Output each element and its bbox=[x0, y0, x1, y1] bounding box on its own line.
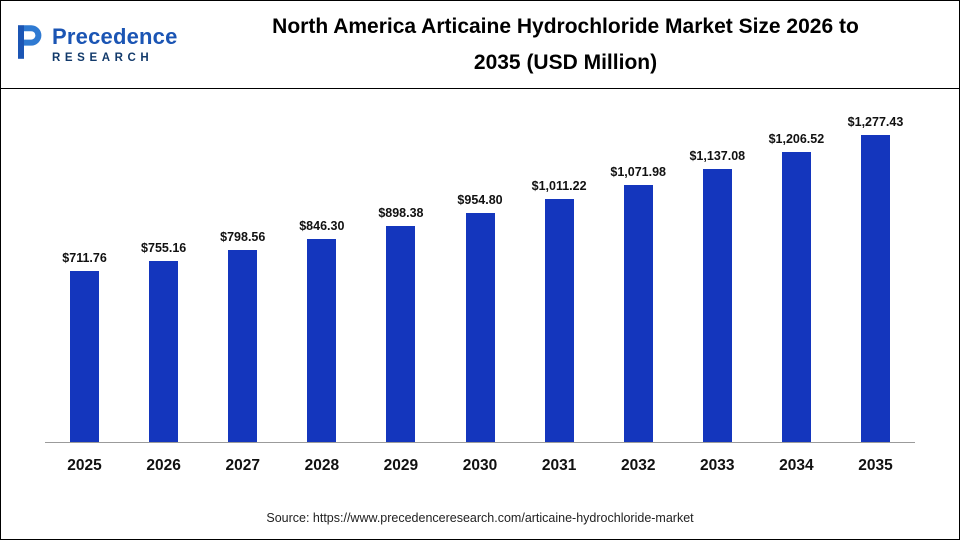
bar-value-label: $1,071.98 bbox=[610, 165, 666, 179]
x-axis-label: 2027 bbox=[225, 457, 260, 474]
plot-area: $711.76 $755.16 $798.56 $846.30 $898.38 $954.… bbox=[45, 113, 915, 443]
bar bbox=[702, 169, 732, 442]
bar bbox=[149, 261, 179, 442]
chart-area: $711.76 $755.16 $798.56 $846.30 $898.38 $954.… bbox=[1, 89, 959, 505]
chart-title-line-1: North America Articaine Hydrochloride Ma… bbox=[272, 14, 859, 38]
brand-name: Precedence bbox=[52, 24, 178, 50]
chart-title-line-2: 2035 (USD Million) bbox=[473, 50, 658, 74]
x-axis-label: 2026 bbox=[146, 457, 181, 474]
header: Precedence RESEARCH North America Artica… bbox=[1, 1, 959, 89]
bar-value-label: $1,137.08 bbox=[689, 149, 746, 163]
x-axis-label: 2030 bbox=[462, 457, 498, 474]
brand-subtitle: RESEARCH bbox=[52, 51, 154, 64]
bar-value-label: $1,011.22 bbox=[531, 179, 587, 193]
bar-value-label: $898.38 bbox=[378, 206, 424, 220]
bar-value-label: $846.30 bbox=[299, 219, 345, 233]
x-axis-label: 2034 bbox=[779, 457, 814, 474]
bar bbox=[228, 250, 258, 442]
bar bbox=[307, 239, 337, 442]
chart-title: North America Articaine Hydrochloride Ma… bbox=[200, 9, 941, 81]
x-axis-label: 2029 bbox=[383, 457, 419, 474]
bar-value-label: $954.80 bbox=[457, 193, 503, 207]
bar-column: $1,206.52 bbox=[757, 113, 836, 442]
bar bbox=[781, 152, 811, 442]
bar-column: $798.56 bbox=[203, 113, 282, 442]
bar-column: $954.80 bbox=[440, 113, 519, 442]
x-axis-label: 2031 bbox=[541, 457, 577, 474]
bar bbox=[860, 135, 890, 442]
bar-column: $1,011.22 bbox=[520, 113, 599, 442]
footer: Source: https://www.precedenceresearch.c… bbox=[1, 505, 959, 539]
bar-column: $711.76 bbox=[45, 113, 124, 442]
x-axis-label: 2025 bbox=[67, 457, 102, 474]
bar-value-label: $755.16 bbox=[141, 241, 187, 255]
bar-value-label: $711.76 bbox=[62, 251, 107, 265]
bar-column: $846.30 bbox=[282, 113, 361, 442]
bar-value-label: $798.56 bbox=[220, 230, 266, 244]
bar-column: $1,277.43 bbox=[836, 113, 915, 442]
x-axis-labels: 2025 2026 2027 2028 2029 2030 2031 2032 2033 2034… bbox=[45, 443, 915, 475]
brand-text: Precedence RESEARCH bbox=[52, 25, 178, 63]
x-axis-label: 2035 bbox=[858, 457, 893, 474]
source-link[interactable]: Source: https://www.precedenceresearch.c… bbox=[266, 511, 694, 525]
bar bbox=[544, 199, 574, 442]
bar bbox=[465, 213, 495, 442]
bar-value-label: $1,277.43 bbox=[847, 115, 904, 129]
bar-column: $755.16 bbox=[124, 113, 203, 442]
x-axis-label: 2028 bbox=[304, 457, 340, 474]
bar bbox=[70, 271, 100, 442]
bar bbox=[386, 226, 416, 442]
bar-column: $1,071.98 bbox=[599, 113, 678, 442]
precedence-p-icon bbox=[15, 24, 45, 65]
bar-value-label: $1,206.52 bbox=[768, 132, 825, 146]
brand-logo: Precedence RESEARCH bbox=[15, 24, 200, 65]
bar-column: $898.38 bbox=[361, 113, 440, 442]
bar bbox=[623, 185, 653, 442]
x-axis-label: 2033 bbox=[700, 457, 735, 474]
x-axis-label: 2032 bbox=[620, 457, 656, 474]
bar-column: $1,137.08 bbox=[678, 113, 757, 442]
